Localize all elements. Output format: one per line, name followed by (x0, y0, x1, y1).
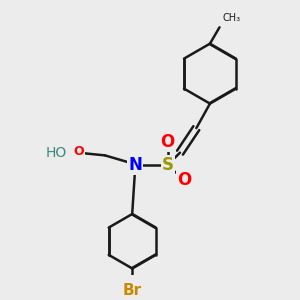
Text: CH₃: CH₃ (222, 13, 240, 23)
Text: O: O (177, 171, 191, 189)
Text: S: S (162, 156, 174, 174)
Text: O: O (74, 145, 85, 158)
Text: HO: HO (46, 146, 67, 160)
Text: Br: Br (123, 284, 142, 298)
Text: N: N (128, 156, 142, 174)
Text: O: O (160, 133, 175, 151)
